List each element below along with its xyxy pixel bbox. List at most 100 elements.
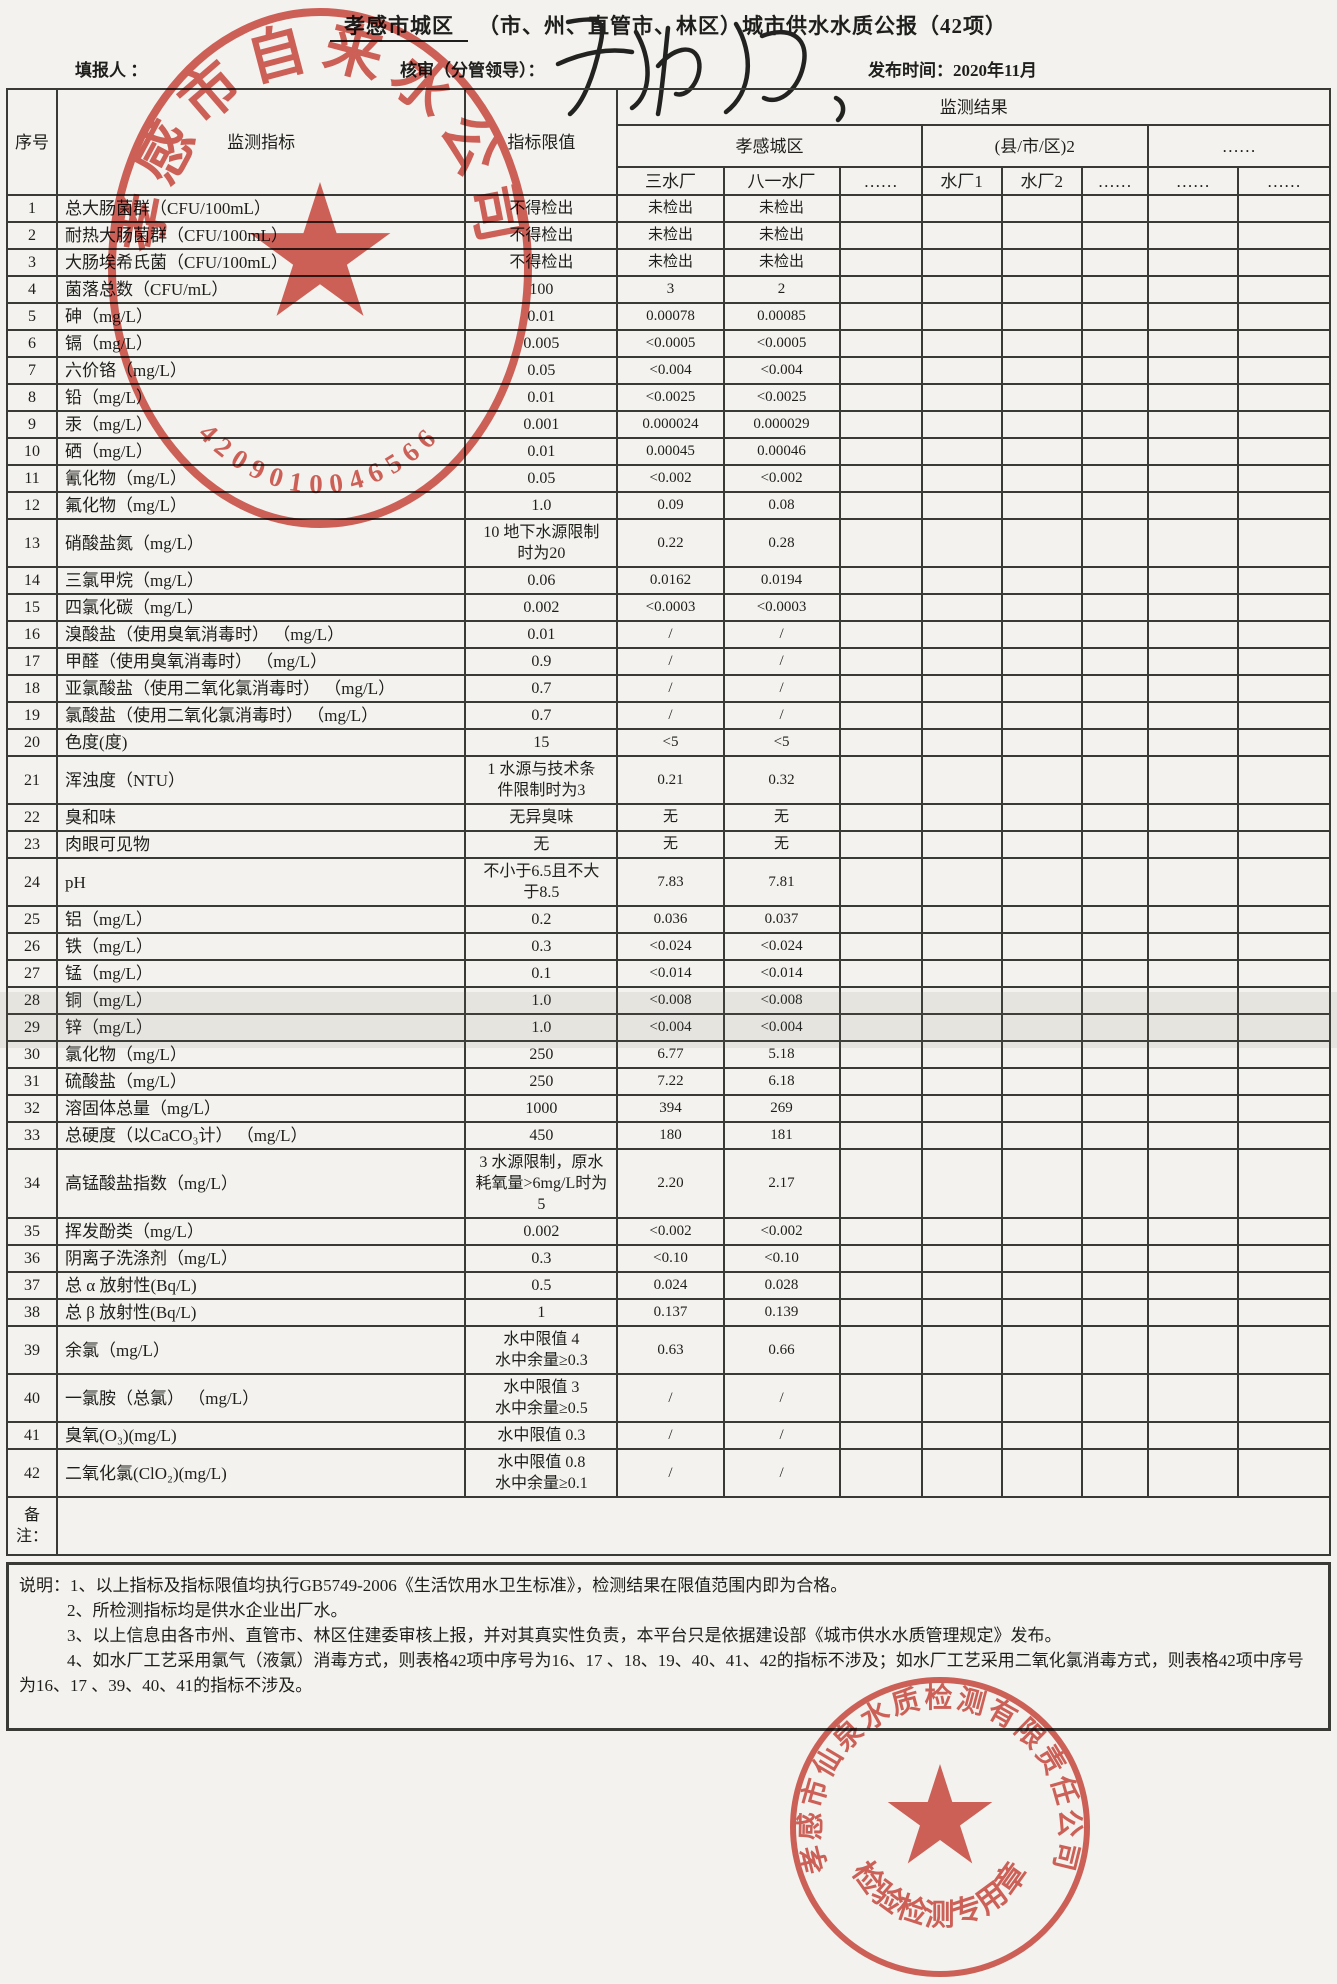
result-cell-plant3: / — [616, 620, 725, 649]
result-cell-bayi: 未检出 — [722, 248, 841, 277]
result-cell-empty — [1146, 1013, 1239, 1042]
result-cell-empty — [1080, 1421, 1149, 1450]
indicator-cell: 阴离子洗涤剂（mg/L） — [56, 1244, 467, 1273]
result-cell-empty — [1236, 221, 1332, 250]
result-cell-empty — [1080, 464, 1149, 493]
result-cell-empty — [1236, 1121, 1332, 1150]
result-cell-empty — [1000, 647, 1083, 676]
seq-cell: 11 — [5, 464, 59, 493]
seq-cell: 27 — [5, 959, 59, 988]
result-cell-empty — [1146, 518, 1239, 568]
result-cell-empty — [1080, 986, 1149, 1015]
remark-value — [56, 1496, 1331, 1556]
limit-cell: 无 — [464, 830, 619, 859]
result-cell-plant3: 7.83 — [616, 857, 725, 907]
indicator-cell: 一氯胺（总氯） （mg/L） — [56, 1373, 467, 1423]
result-cell-empty — [1146, 464, 1239, 493]
limit-cell: 1.0 — [464, 986, 619, 1015]
indicator-cell: 砷（mg/L） — [56, 302, 467, 331]
result-cell-empty — [1146, 701, 1239, 730]
result-cell-empty — [1080, 410, 1149, 439]
result-cell-plant3: 0.63 — [616, 1325, 725, 1375]
result-cell-empty — [1080, 437, 1149, 466]
result-cell-empty — [1000, 986, 1083, 1015]
result-cell-empty — [838, 1325, 923, 1375]
result-cell-plant3: 394 — [616, 1094, 725, 1123]
result-cell-bayi: / — [722, 1373, 841, 1423]
result-cell-empty — [1080, 1298, 1149, 1327]
result-cell-empty — [1000, 1094, 1083, 1123]
header-indicator: 监测指标 — [56, 88, 467, 196]
result-cell-empty — [1080, 701, 1149, 730]
table-row: 22 臭和味 无异臭味 无 无 — [5, 803, 1332, 832]
indicator-cell: 锌（mg/L） — [56, 1013, 467, 1042]
title-region: 孝感市城区 — [330, 14, 468, 42]
indicator-cell: 挥发酚类（mg/L） — [56, 1217, 467, 1246]
seq-cell: 41 — [5, 1421, 59, 1450]
indicator-cell: 氯酸盐（使用二氧化氯消毒时） （mg/L） — [56, 701, 467, 730]
result-cell-bayi: 7.81 — [722, 857, 841, 907]
limit-cell: 无异臭味 — [464, 803, 619, 832]
result-cell-empty — [1236, 593, 1332, 622]
result-cell-bayi: 5.18 — [722, 1040, 841, 1069]
result-cell-empty — [1080, 1244, 1149, 1273]
result-cell-bayi: <0.008 — [722, 986, 841, 1015]
result-cell-bayi: 无 — [722, 803, 841, 832]
result-cell-bayi: 2 — [722, 275, 841, 304]
result-cell-empty — [1236, 1373, 1332, 1423]
result-cell-empty — [838, 905, 923, 934]
indicator-cell: 三氯甲烷（mg/L） — [56, 566, 467, 595]
result-cell-plant3: / — [616, 1373, 725, 1423]
result-cell-empty — [838, 518, 923, 568]
indicator-cell: 臭氧(O₃)(mg/L) — [56, 1421, 467, 1450]
table-row: 5 砷（mg/L） 0.01 0.00078 0.00085 — [5, 302, 1332, 331]
limit-cell: 不小于6.5且不大 于8.5 — [464, 857, 619, 907]
limit-cell: 0.01 — [464, 620, 619, 649]
result-cell-plant3: / — [616, 1448, 725, 1498]
result-cell-empty — [1080, 329, 1149, 358]
result-cell-empty — [1080, 275, 1149, 304]
result-cell-empty — [920, 674, 1003, 703]
result-cell-empty — [1000, 410, 1083, 439]
table-row: 41 臭氧(O₃)(mg/L) 水中限值 0.3 / / — [5, 1421, 1332, 1450]
result-cell-empty — [920, 755, 1003, 805]
table-row: 13 硝酸盐氮（mg/L） 10 地下水源限制 时为20 0.22 0.28 — [5, 518, 1332, 568]
indicator-cell: 镉（mg/L） — [56, 329, 467, 358]
indicator-cell: 大肠埃希氏菌（CFU/100mL） — [56, 248, 467, 277]
limit-cell: 0.002 — [464, 593, 619, 622]
result-cell-bayi: 0.08 — [722, 491, 841, 520]
limit-cell: 水中限值 0.8 水中余量≥0.1 — [464, 1448, 619, 1498]
table-body: 1 总大肠菌群（CFU/100mL） 不得检出 未检出 未检出 2 耐热大肠菌群… — [5, 194, 1332, 1498]
result-cell-empty — [920, 1148, 1003, 1219]
indicator-cell: 汞（mg/L） — [56, 410, 467, 439]
result-cell-plant3: 无 — [616, 803, 725, 832]
result-cell-empty — [1236, 1040, 1332, 1069]
result-cell-empty — [1080, 932, 1149, 961]
water-quality-table: 序号 监测指标 指标限值 监测结果 孝感城区 (县/市/区)2 …… 三水厂 八… — [5, 88, 1332, 1556]
table-row: 30 氯化物（mg/L） 250 6.77 5.18 — [5, 1040, 1332, 1069]
result-cell-empty — [1236, 518, 1332, 568]
limit-cell: 0.05 — [464, 356, 619, 385]
limit-cell: 0.2 — [464, 905, 619, 934]
table-row: 6 镉（mg/L） 0.005 <0.0005 <0.0005 — [5, 329, 1332, 358]
result-cell-empty — [1000, 701, 1083, 730]
note-item: 3、以上信息由各市州、直管市、林区住建委审核上报，并对其真实性负责，本平台只是依… — [67, 1626, 1062, 1645]
result-cell-plant3: 6.77 — [616, 1040, 725, 1069]
result-cell-empty — [1236, 1448, 1332, 1498]
result-cell-empty — [920, 437, 1003, 466]
star-icon — [887, 1764, 993, 1864]
result-cell-empty — [1000, 1121, 1083, 1150]
header-results: 监测结果 — [616, 88, 1331, 126]
result-cell-empty — [1000, 1325, 1083, 1375]
result-cell-empty — [920, 701, 1003, 730]
result-cell-empty — [1146, 803, 1239, 832]
seq-cell: 21 — [5, 755, 59, 805]
result-cell-empty — [1236, 302, 1332, 331]
result-cell-bayi: <0.024 — [722, 932, 841, 961]
table-row: 17 甲醛（使用臭氧消毒时） （mg/L） 0.9 / / — [5, 647, 1332, 676]
result-cell-empty — [1080, 1148, 1149, 1219]
result-cell-empty — [1236, 329, 1332, 358]
notes-label: 说明： — [19, 1576, 70, 1595]
limit-cell: 不得检出 — [464, 221, 619, 250]
result-cell-bayi: 269 — [722, 1094, 841, 1123]
